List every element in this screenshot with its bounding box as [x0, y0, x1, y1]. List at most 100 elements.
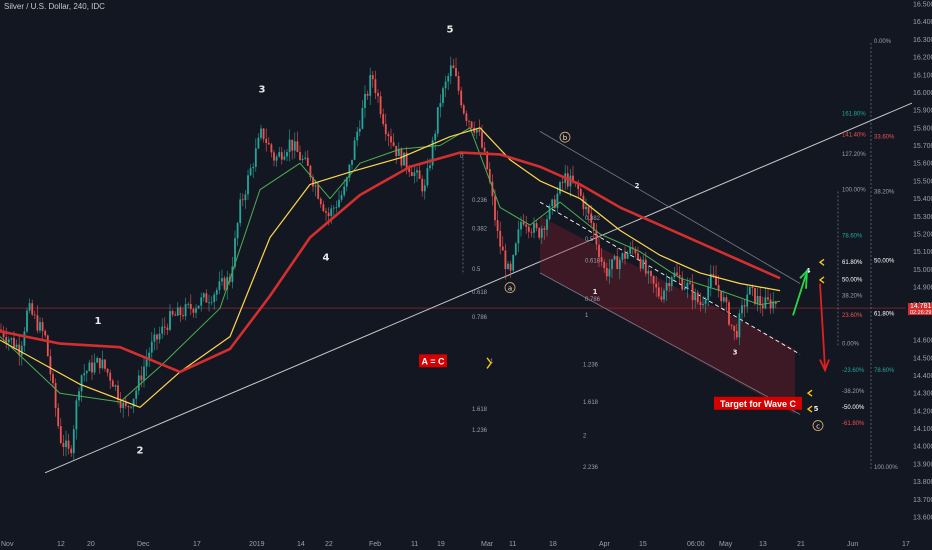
fib-level-label: 23.60% — [842, 313, 863, 319]
x-tick-label: Mar — [481, 541, 494, 548]
candle-body — [655, 283, 658, 288]
candle-body — [507, 263, 509, 270]
candle-body — [585, 206, 587, 210]
fib-level-label: 100.00% — [874, 465, 898, 471]
x-tick-label: Jun — [847, 541, 858, 548]
candle-body — [481, 131, 483, 148]
x-tick-label: Feb — [369, 541, 381, 548]
candle-body — [699, 302, 702, 306]
candle-body — [455, 68, 457, 77]
candle-body — [707, 286, 710, 301]
y-tick-label: 14.300 — [913, 391, 932, 398]
candle-body — [195, 308, 197, 313]
y-tick-label: 15.000 — [913, 267, 932, 274]
y-tick-label: 13.900 — [913, 461, 932, 468]
y-tick-label: 14.500 — [913, 355, 932, 362]
candle-body — [403, 152, 405, 166]
channel-mid-dashed — [539, 201, 801, 355]
candle-body — [748, 286, 751, 295]
wave-label-circle — [504, 282, 516, 293]
candle-body — [436, 107, 439, 134]
candle-body — [379, 96, 382, 115]
candle-body — [663, 290, 665, 300]
fib-level-label: 100.00% — [842, 188, 866, 194]
candle-body — [306, 157, 309, 166]
fib-level-label: 61.80% — [874, 311, 895, 317]
candle-body — [234, 238, 236, 267]
candle-body — [0, 329, 2, 331]
candle-body — [166, 327, 169, 330]
y-tick-label: 13.600 — [913, 515, 932, 522]
fib-level-label: -23.60% — [842, 368, 865, 374]
candle-body — [215, 289, 218, 295]
candle-body — [543, 228, 546, 230]
candle-body — [769, 299, 772, 309]
fib-level-label: 2 — [583, 433, 587, 439]
y-tick-label: 15.700 — [913, 143, 932, 150]
candle-body — [59, 426, 62, 444]
candle-body — [512, 255, 515, 271]
x-tick-label: 22 — [325, 541, 333, 548]
candle-body — [603, 261, 606, 268]
fib-level-label: 61.80% — [842, 260, 863, 266]
candle-body — [387, 134, 390, 137]
candle-body — [135, 390, 138, 399]
fib-level-label: 161.80% — [842, 111, 866, 117]
candle-body — [85, 371, 88, 374]
fib-level-label: -50.00% — [842, 405, 865, 411]
y-tick-label: 13.700 — [913, 497, 932, 504]
fib-level-label: 1.618 — [583, 400, 599, 406]
candle-body — [10, 338, 13, 340]
candle-body — [689, 282, 691, 284]
candle-body — [366, 93, 369, 96]
candle-body — [291, 139, 294, 151]
y-tick-label: 16.500 — [913, 2, 932, 9]
x-tick-label: 17 — [902, 541, 910, 548]
candle-body — [345, 177, 348, 187]
candle-body — [722, 297, 725, 302]
candle-body — [465, 113, 468, 121]
candle-body — [137, 375, 140, 391]
candle-body — [709, 273, 712, 287]
candle-body — [561, 182, 564, 184]
candle-body — [725, 297, 728, 303]
candle-body — [592, 223, 595, 231]
target-box — [714, 396, 802, 410]
candle-body — [296, 141, 299, 152]
candle-body — [288, 139, 291, 153]
y-tick-label: 14.100 — [913, 426, 932, 433]
wave-label: 5 — [814, 405, 819, 413]
candles-layer — [0, 56, 777, 461]
candle-body — [91, 362, 93, 373]
down-arrow-icon — [819, 283, 826, 369]
candle-body — [559, 182, 561, 194]
candle-body — [93, 362, 96, 373]
candle-body — [494, 196, 496, 221]
candle-body — [624, 253, 626, 259]
candle-body — [657, 287, 660, 297]
fib-level-label: 1.236 — [583, 363, 599, 369]
candle-body — [98, 358, 101, 369]
x-tick-label: 14 — [297, 541, 305, 548]
candle-body — [15, 344, 18, 348]
candle-body — [332, 207, 335, 209]
candle-body — [535, 223, 538, 229]
fib-level-label: 0.236 — [472, 198, 488, 204]
fib-level-label: 38.20% — [842, 294, 863, 300]
wave-label-circle — [812, 420, 824, 431]
candle-body — [665, 283, 668, 291]
price-axis[interactable] — [908, 0, 932, 550]
candle-body — [504, 250, 507, 270]
candle-body — [626, 253, 629, 259]
wave-label: 3 — [733, 348, 738, 356]
candle-body — [473, 127, 476, 133]
candle-body — [374, 79, 377, 93]
candle-body — [431, 140, 434, 166]
candle-body — [408, 167, 411, 172]
candle-body — [382, 114, 385, 124]
candle-body — [691, 283, 694, 301]
candle-body — [31, 303, 34, 315]
candle-body — [26, 310, 28, 332]
